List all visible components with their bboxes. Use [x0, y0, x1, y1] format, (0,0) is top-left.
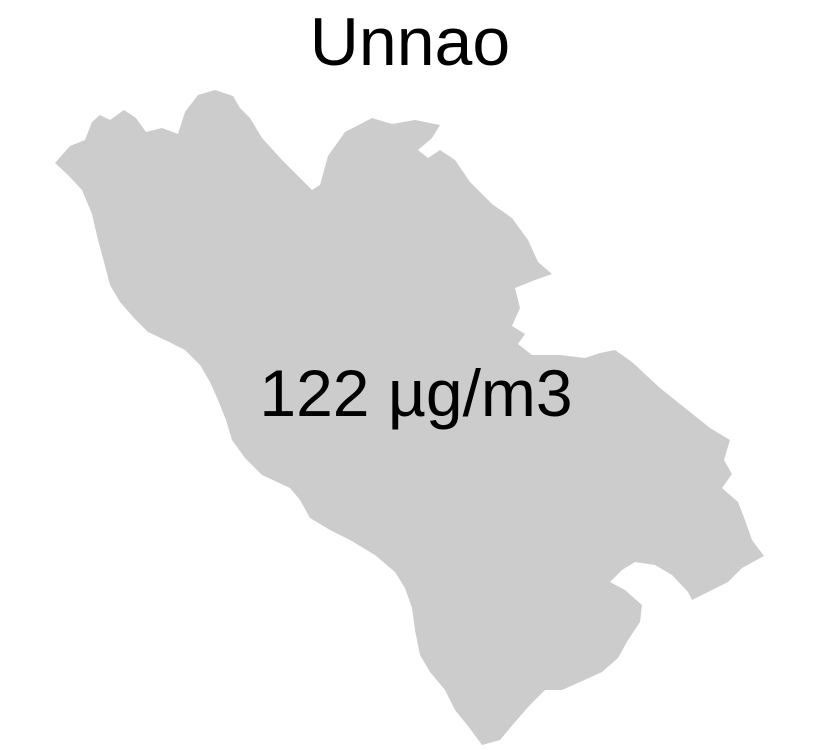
pollution-value-label: 122 µg/m3 — [259, 356, 572, 430]
district-region-unnao — [55, 90, 764, 745]
map-title: Unnao — [310, 4, 510, 80]
